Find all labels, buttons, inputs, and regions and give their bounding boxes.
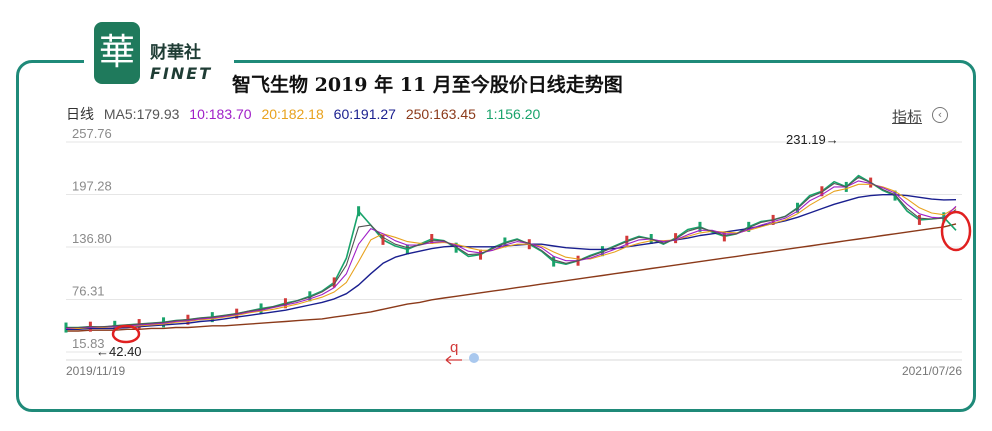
candle bbox=[381, 234, 385, 245]
candle bbox=[552, 256, 556, 267]
close-price-label: 1:156.20 bbox=[485, 106, 541, 122]
left-arrow-icon bbox=[445, 355, 462, 365]
x-tick-label-start: 2019/11/19 bbox=[66, 364, 125, 378]
candle bbox=[600, 246, 604, 257]
candle bbox=[283, 298, 287, 309]
annotation-low: ←42.40 bbox=[96, 344, 142, 359]
candle bbox=[503, 237, 507, 248]
candle bbox=[430, 234, 434, 245]
ma-legend-row: 日线 MA5:179.93 10:183.70 20:182.18 60:191… bbox=[66, 104, 546, 124]
highlight-circle-low bbox=[111, 324, 141, 344]
y-tick-label: 197.28 bbox=[72, 178, 112, 193]
candle bbox=[942, 212, 946, 223]
candle bbox=[357, 206, 361, 217]
ma5-label: MA5:179.93 bbox=[103, 106, 180, 122]
chart-frame bbox=[16, 60, 976, 412]
y-tick-label: 15.83 bbox=[72, 336, 105, 351]
y-tick-label: 76.31 bbox=[72, 284, 105, 299]
x-tick-label-end: 2021/07/26 bbox=[902, 364, 962, 378]
candle bbox=[722, 231, 726, 242]
series-line-ma250 bbox=[66, 223, 957, 332]
candle bbox=[674, 233, 678, 244]
period-label: 日线 bbox=[66, 106, 94, 122]
ma20-label: 20:182.18 bbox=[261, 106, 324, 122]
series-line-ma10 bbox=[65, 180, 957, 329]
annotation-q: q bbox=[450, 339, 458, 356]
candle bbox=[479, 249, 483, 260]
candle bbox=[893, 190, 897, 201]
series-line-ma20 bbox=[66, 183, 957, 329]
finet-logo-cn: 财華社 bbox=[150, 43, 201, 63]
candle bbox=[698, 221, 702, 232]
candle bbox=[259, 303, 263, 314]
crosshair-dot bbox=[469, 353, 479, 363]
candle bbox=[332, 277, 336, 288]
finet-logo-badge: 華 bbox=[94, 22, 140, 84]
ma60-label: 60:191.27 bbox=[333, 106, 396, 122]
indicator-link[interactable]: 指标 bbox=[892, 109, 923, 126]
y-tick-label: 136.80 bbox=[72, 231, 112, 246]
candle bbox=[917, 214, 921, 225]
candle bbox=[747, 221, 751, 232]
ma10-label: 10:183.70 bbox=[189, 106, 252, 122]
highlight-circle-latest bbox=[940, 210, 972, 252]
candle bbox=[625, 235, 629, 246]
finet-logo-en: FINET bbox=[150, 64, 213, 83]
page-title: 智飞生物 2019 年 11 月至今股价日线走势图 bbox=[232, 74, 623, 96]
chevron-left-circle-icon[interactable]: ‹ bbox=[932, 107, 948, 123]
ma250-label: 250:163.45 bbox=[405, 106, 476, 122]
series-line-ma5 bbox=[66, 176, 957, 329]
series-line-ma60 bbox=[66, 193, 957, 330]
annotation-high: 231.19→ bbox=[786, 132, 839, 147]
candle bbox=[820, 186, 824, 197]
finet-logo: 華 财華社 FINET bbox=[84, 20, 234, 88]
candle bbox=[308, 291, 312, 302]
candle bbox=[796, 202, 800, 213]
candle bbox=[405, 244, 409, 255]
candle bbox=[454, 242, 458, 253]
y-tick-label: 257.76 bbox=[72, 126, 112, 141]
